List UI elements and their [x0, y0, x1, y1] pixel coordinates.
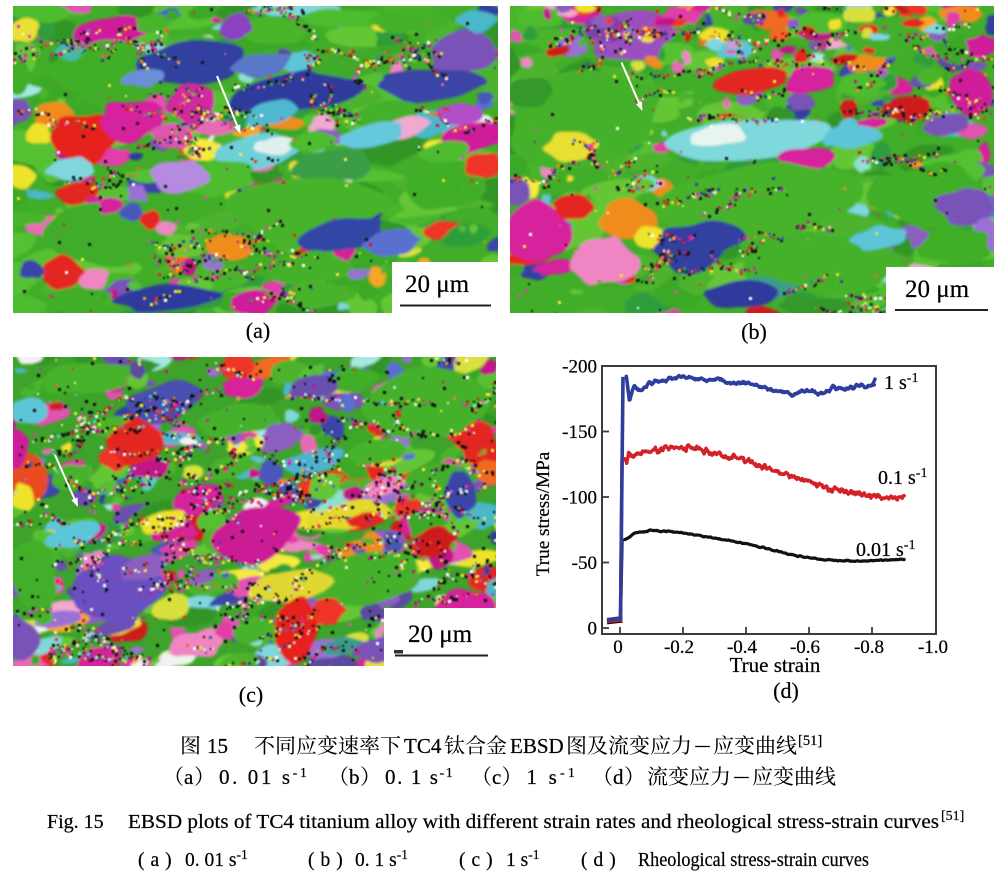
svg-text:(c): (c) — [459, 850, 499, 871]
svg-text:1 s-1: 1 s-1 — [527, 765, 579, 789]
svg-text:(a): (a) — [246, 318, 270, 343]
svg-text:(c): (c) — [239, 682, 263, 707]
svg-text:-100: -100 — [562, 488, 597, 509]
svg-text:a: a — [184, 765, 194, 789]
svg-text:-0.6: -0.6 — [790, 637, 820, 658]
svg-text:1 s-1: 1 s-1 — [884, 371, 918, 394]
svg-text:EBSD: EBSD — [510, 734, 564, 758]
svg-text:0: 0 — [613, 637, 623, 658]
svg-text:TC4: TC4 — [404, 734, 442, 758]
svg-text:0. 1 s-1: 0. 1 s-1 — [385, 765, 454, 789]
svg-text:c: c — [492, 765, 501, 789]
svg-text:d: d — [613, 765, 624, 789]
svg-text:(d): (d) — [773, 678, 799, 703]
svg-text:20 μm: 20 μm — [408, 621, 473, 648]
svg-text:[51]: [51] — [941, 809, 964, 824]
svg-text:Rheological stress-strain curv: Rheological stress-strain curves — [638, 850, 869, 871]
svg-text:-150: -150 — [562, 422, 597, 443]
svg-text:-0.8: -0.8 — [854, 637, 884, 658]
svg-text:b: b — [349, 765, 360, 789]
svg-text:1 s-1: 1 s-1 — [506, 847, 539, 871]
svg-text:0: 0 — [588, 619, 598, 640]
svg-text:0. 1 s-1: 0. 1 s-1 — [355, 847, 408, 871]
svg-text:-200: -200 — [562, 357, 597, 378]
svg-text:(d): (d) — [581, 850, 622, 871]
svg-text:(b): (b) — [741, 319, 767, 344]
svg-text:[51]: [51] — [798, 733, 822, 749]
svg-text:0. 01 s-1: 0. 01 s-1 — [185, 847, 248, 871]
svg-text:0.01 s-1: 0.01 s-1 — [856, 538, 915, 561]
svg-text:20 μm: 20 μm — [405, 271, 470, 298]
svg-text:20 μm: 20 μm — [905, 276, 970, 303]
svg-text:-50: -50 — [572, 553, 597, 574]
svg-text:Fig. 15: Fig. 15 — [47, 811, 104, 833]
svg-text:-1.0: -1.0 — [918, 637, 948, 658]
svg-text:0.1 s-1: 0.1 s-1 — [878, 466, 927, 489]
svg-text:15: 15 — [207, 734, 228, 758]
svg-text:True stress/MPa: True stress/MPa — [533, 451, 554, 576]
svg-text:-0.4: -0.4 — [727, 637, 758, 658]
svg-text:(a): (a) — [138, 850, 178, 871]
svg-text:True strain: True strain — [730, 653, 821, 677]
svg-text:(b): (b) — [308, 850, 349, 871]
svg-text:EBSD plots of TC4 titanium all: EBSD plots of TC4 titanium alloy with di… — [128, 811, 939, 833]
svg-text:-0.2: -0.2 — [664, 637, 694, 658]
svg-text:0. 01 s-1: 0. 01 s-1 — [219, 765, 310, 789]
